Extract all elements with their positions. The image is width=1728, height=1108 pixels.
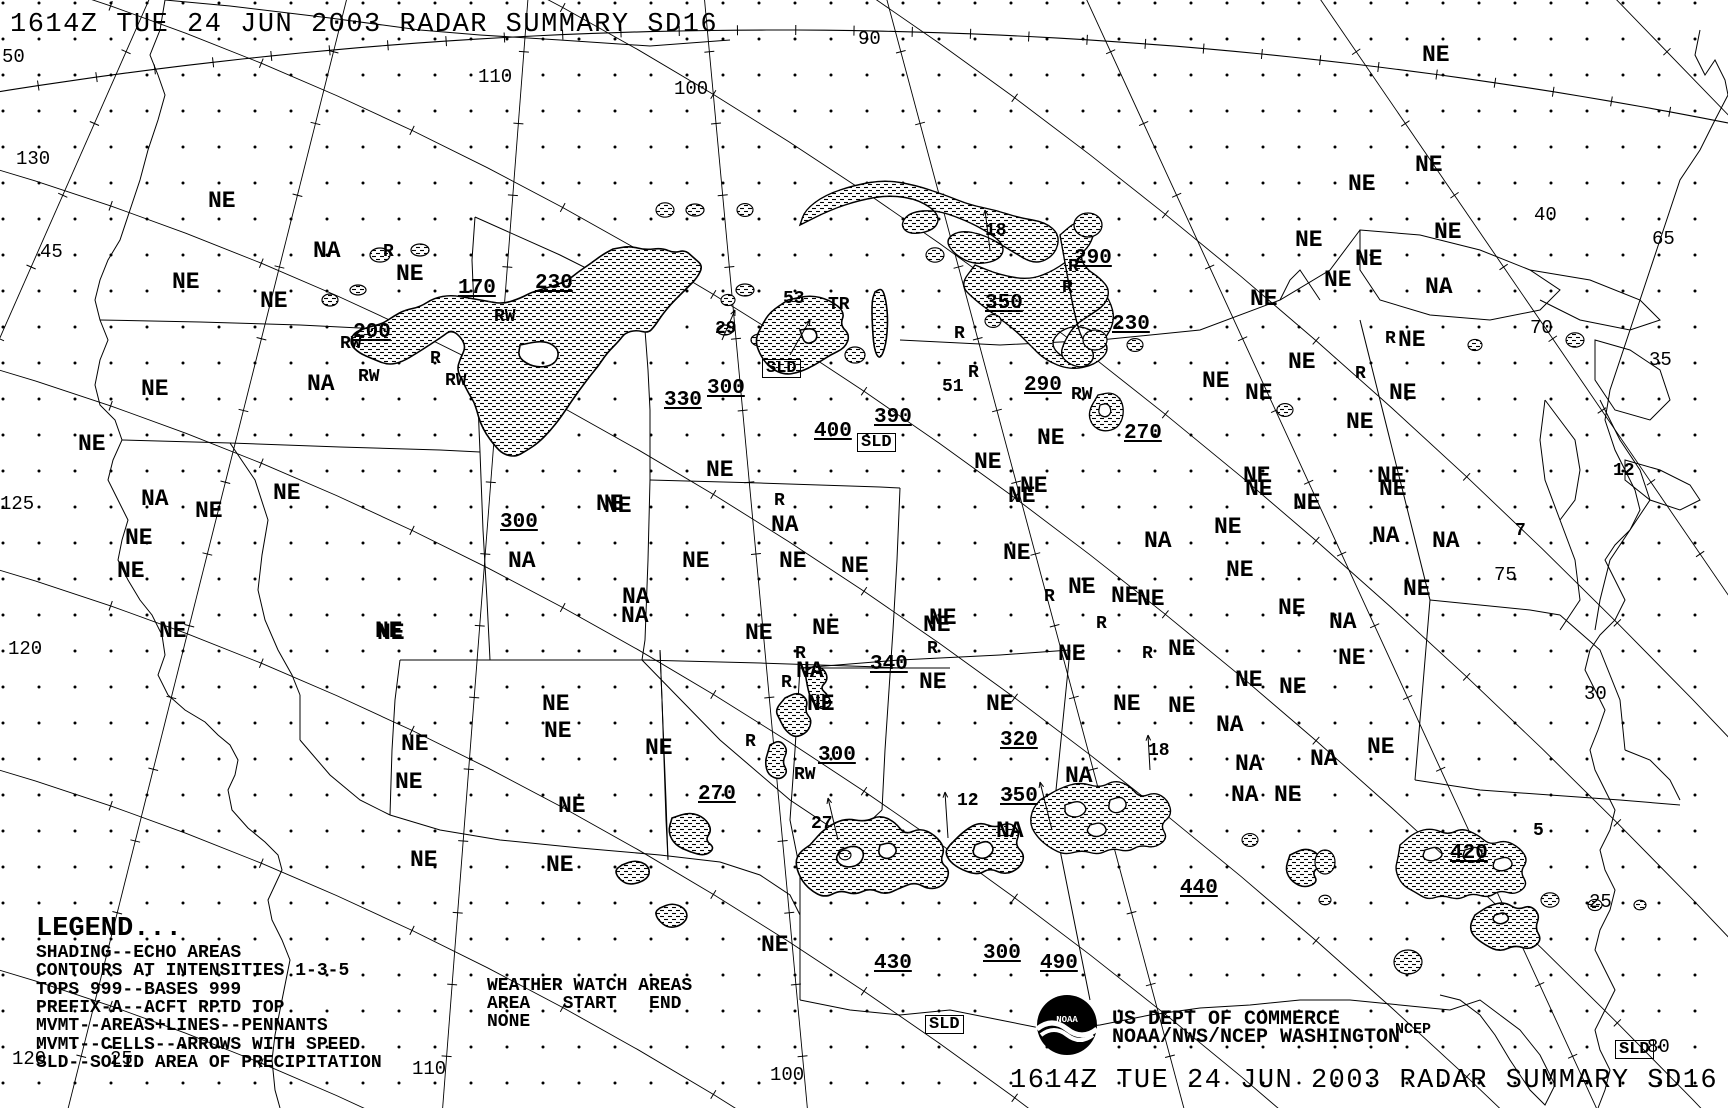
svg-text:NOAA: NOAA — [1056, 1015, 1078, 1025]
